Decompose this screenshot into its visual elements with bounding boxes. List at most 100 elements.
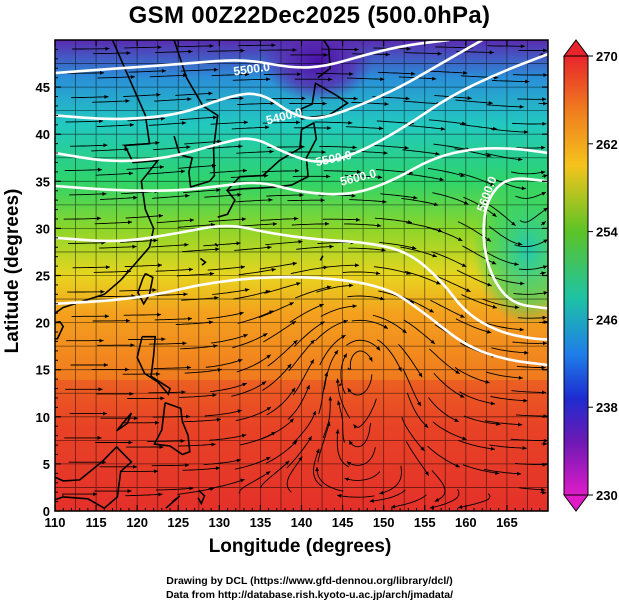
streamline-arrow <box>514 262 519 266</box>
streamline-arrow <box>238 359 243 363</box>
streamline <box>321 48 359 51</box>
streamline <box>489 444 527 449</box>
streamline-arrow <box>187 316 192 321</box>
streamline-arrow <box>153 238 158 243</box>
y-tick-label: 40 <box>36 127 50 142</box>
streamline-arrow <box>189 486 194 491</box>
streamline-arrow <box>213 344 218 348</box>
streamline <box>401 197 439 206</box>
streamline-arrow <box>105 46 110 51</box>
streamline <box>344 471 381 481</box>
streamline <box>231 126 270 130</box>
y-tick-label: 35 <box>36 174 50 189</box>
streamline <box>312 448 323 487</box>
streamline-arrow <box>430 339 435 344</box>
streamline-arrow <box>159 165 164 169</box>
streamline <box>235 406 272 422</box>
streamline-arrow <box>127 220 132 225</box>
streamline <box>153 146 191 151</box>
streamline <box>286 435 313 469</box>
streamline <box>463 415 501 425</box>
streamline <box>432 421 467 441</box>
streamline <box>236 151 274 154</box>
streamline <box>511 390 547 393</box>
cold-core <box>263 40 373 102</box>
streamline <box>353 398 377 428</box>
streamline <box>179 394 217 398</box>
streamline <box>71 96 109 99</box>
colorbar: 270 262 254 246 238 230 <box>563 39 618 512</box>
streamline <box>491 347 529 354</box>
streamline-arrow <box>186 365 192 370</box>
streamline <box>514 239 548 248</box>
streamline-arrow <box>357 169 362 174</box>
streamline-arrow <box>488 101 493 105</box>
streamline-arrow <box>103 411 107 416</box>
streamline-arrow <box>467 96 472 100</box>
streamline-arrow <box>240 478 245 483</box>
streamline-arrow <box>320 198 325 203</box>
streamline-arrow <box>543 73 548 77</box>
streamline <box>342 271 381 275</box>
streamline-arrow <box>240 265 245 270</box>
streamline <box>347 374 373 396</box>
streamline-arrow <box>188 267 193 272</box>
credit-data-source: Data from http://database.rish.kyoto-u.a… <box>165 589 454 601</box>
streamline-arrow <box>379 126 384 131</box>
streamline <box>455 99 493 104</box>
streamline <box>428 397 459 423</box>
streamline <box>156 487 194 491</box>
streamline-arrow <box>216 188 221 192</box>
streamline <box>207 50 245 52</box>
streamline <box>203 242 241 247</box>
streamline <box>320 97 358 100</box>
streamline <box>180 69 219 72</box>
streamline-arrow <box>294 216 299 221</box>
streamline-arrow <box>487 282 492 287</box>
streamline <box>344 174 383 178</box>
streamline-arrow <box>542 265 548 269</box>
streamline <box>337 378 351 419</box>
streamline-arrow <box>405 96 410 101</box>
streamline-arrow <box>180 439 185 443</box>
streamline <box>484 420 523 426</box>
streamline-arrow <box>236 241 241 246</box>
streamline-arrow <box>543 48 548 53</box>
streamline-arrow <box>214 296 219 300</box>
streamline-arrow <box>272 222 277 226</box>
streamline-arrow <box>485 379 490 384</box>
streamline-arrow <box>129 123 134 127</box>
coastline-segment <box>199 257 207 266</box>
streamline <box>124 264 163 268</box>
streamline-arrow <box>518 242 523 246</box>
streamline-arrow <box>157 312 162 317</box>
streamline-arrow <box>158 213 163 218</box>
streamline <box>94 221 133 225</box>
streamline <box>147 170 186 175</box>
streamline-arrow <box>343 353 347 358</box>
streamline <box>462 464 500 475</box>
streamline-arrow <box>337 400 341 405</box>
y-tick-label: 25 <box>36 269 50 284</box>
streamline-arrow <box>344 477 349 482</box>
streamline-arrow <box>543 101 548 106</box>
streamline-arrow <box>522 446 527 450</box>
streamline-arrow <box>346 461 352 466</box>
streamline <box>430 299 465 318</box>
streamline-arrow <box>368 357 373 362</box>
streamline <box>337 400 345 443</box>
streamline-arrow <box>217 139 222 144</box>
streamline <box>454 148 492 157</box>
streamline <box>351 319 389 329</box>
streamline-arrow <box>523 398 528 403</box>
streamline-arrow <box>541 390 546 395</box>
streamline <box>153 366 192 369</box>
streamline <box>429 348 461 375</box>
streamline-arrow <box>239 96 244 101</box>
streamline <box>238 268 276 276</box>
streamline-arrow <box>160 396 165 401</box>
streamline <box>391 494 427 508</box>
streamline <box>68 242 106 244</box>
streamline <box>511 122 547 125</box>
colorbar-body <box>563 55 589 496</box>
